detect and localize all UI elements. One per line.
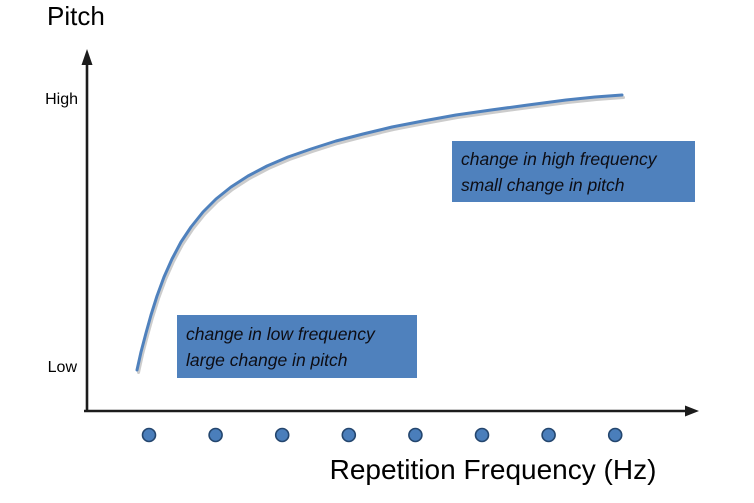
x-axis-arrowhead [685, 405, 699, 417]
annotation-low-line1: change in low frequency [186, 323, 375, 344]
y-tick-high: High [45, 91, 78, 108]
annotation-high-line1: change in high frequency [461, 148, 657, 169]
y-tick-low: Low [47, 359, 77, 376]
frequency-dot [607, 427, 623, 443]
frequency-dot [141, 427, 157, 443]
frequency-dot [274, 427, 290, 443]
frequency-dot [341, 427, 357, 443]
frequency-dot [541, 427, 556, 443]
x-axis-label: Repetition Frequency (Hz) [329, 454, 657, 485]
y-axis-arrowhead [81, 49, 93, 65]
annotation-low-frequency: change in low frequency large change in … [177, 315, 417, 378]
pitch-curve-shadow [137, 96, 625, 374]
annotation-low-line2: large change in pitch [186, 349, 348, 370]
frequency-dot [408, 427, 423, 443]
frequency-dots [141, 427, 623, 443]
annotation-high-frequency: change in high frequency small change in… [452, 141, 695, 202]
pitch-curve [135, 93, 624, 372]
annotation-high-line2: small change in pitch [461, 174, 625, 195]
frequency-dot [208, 427, 223, 443]
chart-title: Pitch [47, 1, 105, 31]
frequency-dot [474, 427, 490, 443]
